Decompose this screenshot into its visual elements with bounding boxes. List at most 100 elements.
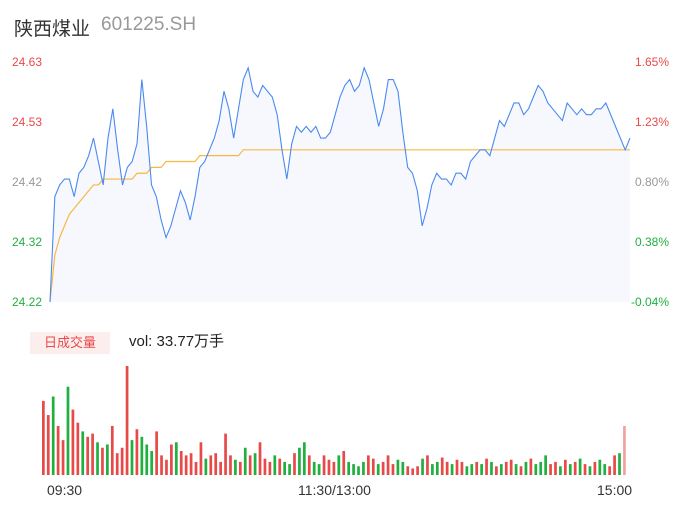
volume-bar [332, 461, 336, 475]
volume-bar [554, 461, 557, 475]
volume-bar [204, 458, 208, 475]
volume-bar [140, 436, 144, 475]
pct-tick-right-4: 0.38% [634, 235, 669, 249]
volume-bar [470, 464, 474, 475]
volume-bar [529, 458, 533, 475]
pct-tick-right-2: 1.23% [634, 115, 669, 129]
volume-bar [307, 455, 311, 475]
volume-bar [179, 451, 183, 475]
volume-bar [342, 451, 346, 475]
volume-bar [96, 442, 99, 475]
volume-bar [391, 464, 395, 475]
volume-bar [160, 455, 163, 475]
volume-bar [440, 457, 444, 475]
volume-bar [445, 461, 449, 475]
volume-bar [302, 442, 306, 475]
volume-bar [298, 447, 301, 475]
pct-tick-right-3: 0.80% [634, 175, 669, 189]
volume-bar [421, 458, 424, 475]
price-area-fill [50, 67, 630, 302]
volume-label: vol: 33.77万手 [129, 333, 225, 350]
volume-panel [42, 366, 626, 475]
volume-bar [66, 386, 70, 475]
volume-bar [110, 425, 114, 475]
volume-bar [549, 464, 552, 475]
volume-bar [248, 455, 252, 475]
volume-bar [155, 431, 158, 475]
volume-bar [499, 464, 503, 475]
volume-bar [165, 459, 168, 475]
volume-bar [495, 466, 498, 475]
volume-bar [568, 464, 572, 475]
volume-bar [431, 464, 434, 475]
time-label-midday: 11:30/13:00 [298, 482, 371, 498]
volume-bar [199, 442, 203, 475]
volume-bar [61, 440, 65, 475]
volume-bar [71, 409, 75, 475]
volume-bar [406, 466, 410, 475]
volume-bar [352, 464, 355, 475]
volume-bar [56, 425, 60, 475]
volume-bar [258, 442, 262, 475]
volume-bar [268, 461, 272, 475]
volume-bar [593, 461, 597, 475]
volume-bar [150, 451, 154, 475]
stock-code: 601225.SH [101, 14, 197, 35]
volume-bar [81, 431, 85, 475]
volume-bar [485, 458, 488, 475]
volume-bar [371, 458, 375, 475]
volume-bar [475, 461, 479, 475]
volume-bar [490, 461, 493, 475]
volume-bar [362, 461, 365, 475]
volume-bar [573, 461, 577, 475]
volume-bar [189, 453, 193, 475]
price-tick-left-5: 24.22 [12, 295, 43, 309]
volume-bar [539, 461, 543, 475]
volume-bar [337, 455, 341, 475]
volume-bar [514, 464, 518, 475]
price-panel [49, 65, 631, 303]
volume-bar [411, 468, 415, 475]
volume-bar [278, 458, 282, 475]
volume-bar [623, 425, 626, 475]
volume-bar [504, 461, 508, 475]
volume-bar [381, 461, 385, 475]
volume-bar [288, 464, 291, 475]
volume-tag: 日成交量 [30, 332, 110, 354]
pct-tick-right-5: -0.04% [630, 295, 669, 309]
volume-bar [613, 455, 616, 475]
volume-bar [608, 466, 612, 475]
volume-bar [327, 459, 331, 475]
volume-bar [426, 455, 429, 475]
volume-bar [465, 466, 469, 475]
volume-bar [238, 461, 242, 475]
price-tick-left-2: 24.53 [12, 115, 43, 129]
volume-bar [253, 453, 257, 475]
volume-bar [170, 444, 173, 475]
volume-bar [455, 459, 459, 475]
volume-bar [435, 461, 439, 475]
volume-bar [214, 453, 218, 475]
volume-bar [194, 461, 198, 475]
volume-bar [578, 458, 582, 475]
volume-bar [106, 444, 109, 475]
volume-bar [401, 461, 405, 475]
volume-bar [145, 444, 149, 475]
volume-bar [174, 442, 178, 475]
pct-tick-right-1: 1.65% [634, 55, 669, 69]
volume-bar [120, 447, 124, 475]
volume-bar [524, 461, 528, 475]
volume-bar [184, 455, 188, 475]
volume-bar [135, 429, 139, 475]
volume-bar [101, 447, 104, 475]
volume-bar [91, 433, 94, 475]
volume-bar [450, 464, 454, 475]
volume-bar [618, 453, 621, 475]
volume-bar [598, 459, 602, 475]
volume-bar [544, 455, 547, 475]
volume-bar [130, 440, 134, 475]
price-tick-left-4: 24.32 [12, 235, 43, 249]
volume-bar [229, 455, 232, 475]
volume-bar [357, 466, 360, 475]
